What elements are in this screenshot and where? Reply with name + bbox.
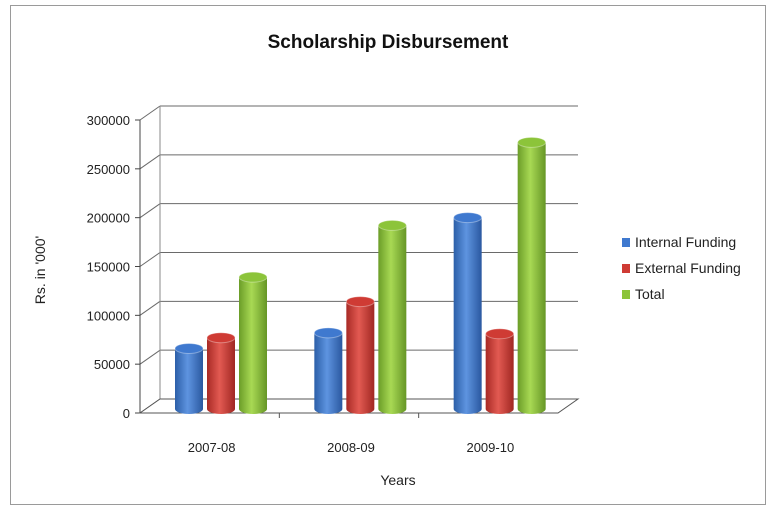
bar-top [238, 271, 268, 283]
bar [378, 225, 407, 414]
bar-top [345, 296, 375, 308]
gridline-depth [139, 203, 161, 219]
x-tick-label: 2007-08 [188, 440, 236, 455]
gridline-depth [139, 252, 161, 267]
bar-top [313, 327, 343, 339]
bar [207, 337, 235, 414]
y-tick-label: 100000 [87, 308, 130, 323]
y-tick-label: 200000 [87, 211, 130, 226]
gridline-depth [139, 349, 161, 365]
legend-swatch [622, 264, 630, 273]
legend-swatch [622, 290, 630, 299]
legend-label: External Funding [635, 260, 741, 276]
bar-top [517, 136, 547, 148]
bar-layer [174, 136, 547, 415]
legend-swatch [622, 238, 630, 247]
bar-top [485, 328, 515, 340]
x-axis-label: Years [380, 472, 416, 488]
gridline-depth [139, 300, 161, 316]
bar-top [206, 332, 236, 344]
bar-top [377, 219, 407, 231]
x-tick-label: 2009-10 [466, 440, 514, 455]
x-tick-label: 2008-09 [327, 440, 375, 455]
bar [346, 301, 375, 414]
y-tick-label: 300000 [87, 113, 130, 128]
gridline-depth [139, 154, 161, 170]
bar [314, 332, 343, 414]
bar [517, 142, 546, 414]
y-tick-label: 50000 [94, 357, 130, 372]
bar [453, 217, 482, 414]
legend: Internal Funding External Funding Total [622, 234, 741, 302]
legend-label: Total [635, 286, 665, 302]
gridline-depth [139, 105, 161, 121]
bar-top [174, 342, 204, 354]
y-tick-label: 150000 [87, 260, 130, 275]
legend-label: Internal Funding [635, 234, 736, 250]
bar [485, 333, 514, 415]
bar [239, 277, 267, 414]
y-tick-label: 0 [123, 406, 130, 421]
chart-title: Scholarship Disbursement [267, 32, 509, 53]
y-tick-label: 250000 [87, 162, 130, 177]
bar-top [453, 212, 483, 224]
bar [175, 348, 203, 414]
